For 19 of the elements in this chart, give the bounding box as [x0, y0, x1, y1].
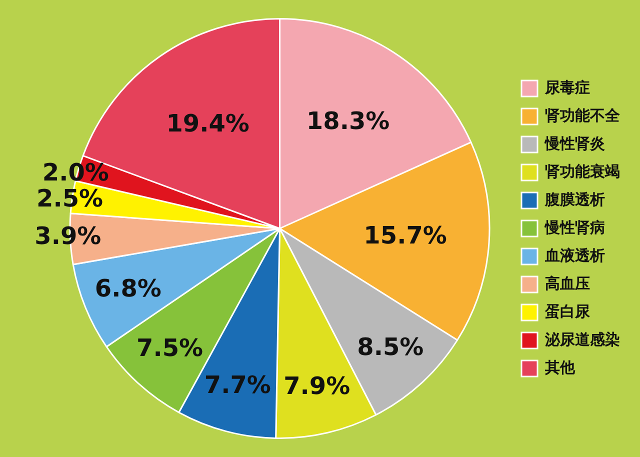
legend-label: 腹膜透析 [544, 190, 605, 208]
legend-label: 血液透析 [544, 246, 605, 264]
data-label: 7.7% [204, 370, 271, 399]
data-label: 19.4% [166, 109, 250, 138]
legend-label: 蛋白尿 [544, 302, 591, 320]
legend-label: 肾功能不全 [545, 106, 621, 124]
legend-label: 慢性肾炎 [544, 134, 605, 152]
data-label: 7.5% [136, 334, 204, 362]
data-label: 15.7% [364, 221, 447, 250]
legend-label: 肾功能衰竭 [545, 162, 620, 180]
legend-label: 其他 [544, 358, 576, 376]
legend-label: 泌尿道感染 [544, 330, 620, 348]
legend-label: 慢性肾病 [544, 218, 605, 236]
data-label: 18.3% [306, 107, 390, 136]
data-label: 6.8% [94, 274, 162, 302]
legend-label: 尿毒症 [544, 78, 590, 96]
data-label: 7.9% [284, 372, 350, 400]
data-label: 8.5% [357, 333, 424, 362]
legend-label: 高血压 [545, 274, 590, 292]
